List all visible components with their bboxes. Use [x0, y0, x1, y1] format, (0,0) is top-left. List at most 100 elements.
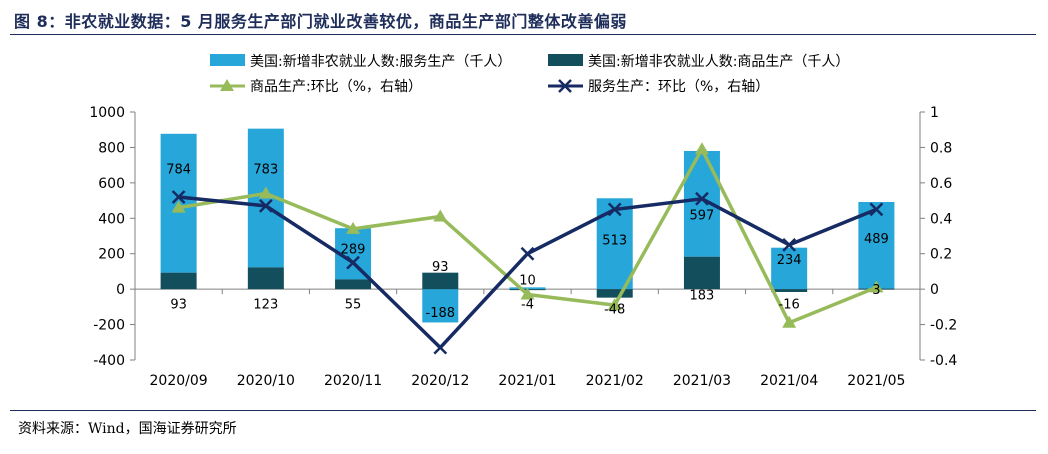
data-labels: 784 783 289 -188 10 513 597 234 489 93 123 55 93 -4 -4…: [166, 163, 889, 321]
point-services-mom: [171, 190, 186, 204]
point-services-mom: [607, 202, 622, 217]
label-services: 597: [690, 209, 715, 224]
label-goods: -16: [779, 297, 800, 312]
label-services: 513: [602, 234, 627, 249]
point-goods-mom: [433, 209, 448, 222]
left-tick-label: 400: [98, 211, 125, 227]
x-tick-label: 2021/01: [498, 373, 556, 389]
label-services: 10: [519, 273, 536, 288]
legend-label: 美国:新增非农就业人数:商品生产（千人）: [588, 54, 849, 70]
point-services-mom: [433, 340, 448, 355]
point-goods-mom: [258, 186, 273, 199]
point-goods-mom: [782, 315, 797, 328]
label-goods: 123: [253, 297, 278, 312]
x-tick-label: 2021/04: [760, 373, 818, 389]
left-tick-label: 0: [116, 282, 125, 298]
legend-swatch: [210, 54, 245, 66]
point-services-mom: [346, 255, 360, 270]
bar-goods: [596, 289, 633, 298]
left-tick-label: 200: [98, 247, 125, 263]
legend-label: 商品生产:环比（%，右轴）: [250, 79, 422, 95]
label-services: 489: [864, 232, 889, 247]
legend-marker-stroke: [558, 79, 572, 93]
source-divider: [10, 410, 1036, 411]
right-tick-label: -0.2: [930, 318, 957, 334]
point-services-mom-stroke: [433, 340, 448, 355]
legend-marker: [220, 79, 234, 91]
point-services-mom: [695, 191, 709, 206]
point-services-mom-stroke: [869, 202, 884, 217]
bar-goods: [247, 267, 284, 290]
label-services: 289: [341, 242, 366, 257]
label-goods: 93: [432, 260, 449, 275]
label-goods: 55: [345, 297, 362, 312]
right-tick-label: 0.2: [930, 247, 952, 263]
right-tick-label: 0: [930, 282, 939, 298]
x-tick-label: 2020/10: [237, 373, 295, 389]
point-goods-mom: [520, 287, 535, 300]
point-services-mom-stroke: [520, 246, 535, 261]
bar-goods: [335, 279, 372, 290]
bar-services: [858, 201, 895, 289]
point-goods-mom: [346, 221, 361, 234]
legend: 美国:新增非农就业人数:服务生产（千人） 美国:新增非农就业人数:商品生产（千人）…: [210, 54, 849, 95]
left-tick-label: 600: [98, 176, 125, 192]
legend-swatch: [548, 54, 583, 66]
point-services-mom: [869, 202, 884, 217]
label-services: 784: [166, 163, 191, 178]
legend-marker: [558, 79, 572, 93]
right-tick-label: 0.8: [930, 140, 952, 156]
label-goods: 183: [690, 288, 715, 303]
left-tick-label: 1000: [89, 105, 125, 121]
bar-services: [596, 198, 633, 290]
point-services-mom: [520, 246, 535, 261]
bar-goods: [160, 272, 197, 290]
point-services-mom-stroke: [607, 202, 622, 217]
right-tick-label: -0.4: [930, 353, 957, 369]
point-services-mom-stroke: [695, 191, 709, 206]
label-goods: 93: [170, 297, 187, 312]
x-tick-label: 2021/05: [847, 373, 905, 389]
point-services-mom: [782, 237, 797, 252]
x-tick-label: 2021/02: [586, 373, 644, 389]
point-services-mom: [258, 199, 273, 213]
bar-services: [771, 247, 808, 290]
axes: 1000 800 600 400 200 0 -200 -400 1 0.8 0.6 0.4 0.2 0 -…: [89, 105, 957, 389]
chart-title: 图 8：非农就业数据：5 月服务生产部门就业改善较优，商品生产部门整体改善偏弱: [14, 12, 627, 31]
point-goods-mom: [171, 200, 186, 213]
bar-goods: [683, 256, 720, 290]
label-goods: -4: [521, 297, 534, 312]
bar-services: [422, 289, 459, 323]
legend-label: 服务生产：环比（%，右轴）: [588, 79, 769, 95]
label-services: 234: [777, 253, 802, 268]
left-tick-label: -400: [93, 353, 125, 369]
x-tick-label: 2020/09: [150, 373, 208, 389]
title-divider: [10, 34, 1036, 35]
point-goods-mom: [869, 280, 884, 293]
x-tick-label: 2020/12: [411, 373, 469, 389]
x-tick-label: 2020/11: [324, 373, 382, 389]
label-services: -188: [426, 306, 456, 321]
right-tick-label: 1: [930, 105, 939, 121]
left-tick-label: -200: [93, 318, 125, 334]
point-services-mom-stroke: [782, 237, 797, 252]
legend-label: 美国:新增非农就业人数:服务生产（千人）: [250, 54, 511, 70]
label-services: 783: [253, 163, 278, 178]
point-services-mom-stroke: [171, 190, 186, 204]
lines: [171, 142, 884, 355]
x-tick-label: 2021/03: [673, 373, 731, 389]
bars: [160, 128, 895, 323]
source-note: 资料来源：Wind，国海证券研究所: [18, 421, 237, 437]
right-tick-label: 0.6: [930, 176, 952, 192]
left-tick-label: 800: [98, 140, 125, 156]
label-goods: 3: [872, 283, 880, 298]
bar-goods: [771, 289, 808, 292]
bar-goods: [422, 272, 459, 290]
point-goods-mom: [694, 142, 709, 155]
label-goods: -48: [604, 303, 625, 318]
right-tick-label: 0.4: [930, 211, 952, 227]
point-services-mom-stroke: [346, 255, 360, 270]
point-goods-mom: [607, 298, 622, 311]
point-services-mom-stroke: [258, 199, 273, 213]
